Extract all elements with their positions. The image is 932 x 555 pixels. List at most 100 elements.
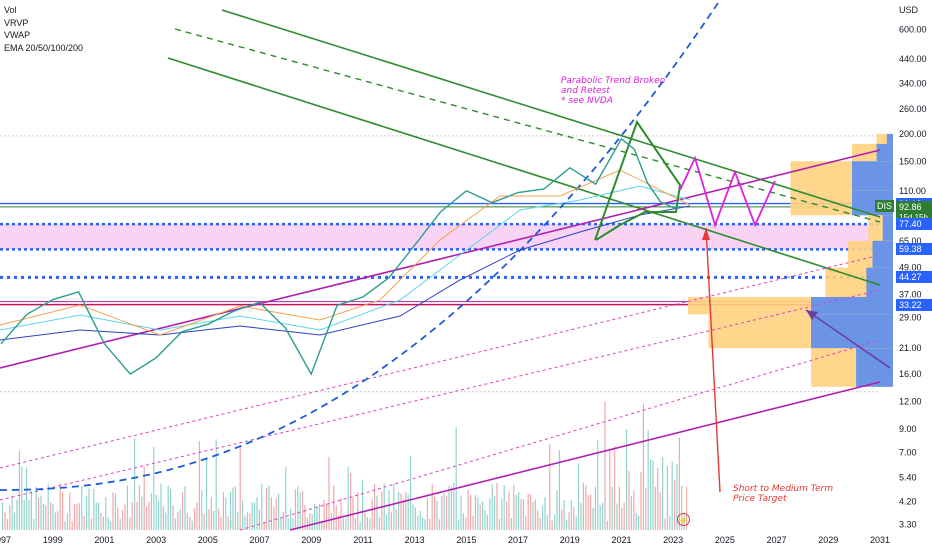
- volume-bar: [14, 512, 16, 530]
- volume-bar: [686, 486, 688, 530]
- volume-bar: [414, 507, 416, 530]
- volume-bar: [482, 501, 484, 530]
- x-tick-label: 2003: [146, 535, 166, 545]
- parabolic-annotation: Parabolic Trend Broken and Retest * see …: [561, 76, 665, 106]
- volume-bar: [530, 494, 532, 530]
- target-arrow-line: [705, 227, 721, 493]
- volume-bar: [647, 430, 649, 530]
- y-tick-label: 340.00: [899, 78, 927, 88]
- volume-bar: [554, 514, 556, 530]
- x-tick-label: 2025: [715, 535, 735, 545]
- flash-icon[interactable]: ⚡: [677, 513, 690, 526]
- indicator-vol[interactable]: Vol: [4, 5, 17, 15]
- volume-bar: [585, 485, 587, 530]
- volume-bar: [407, 494, 409, 530]
- volume-bar: [93, 488, 95, 530]
- volume-bar: [95, 502, 97, 530]
- volume-bar: [314, 503, 316, 530]
- volume-bar: [522, 499, 524, 530]
- volume-bar: [126, 485, 128, 530]
- volume-bar: [455, 427, 457, 530]
- volume-bar: [491, 484, 493, 530]
- volume-bar: [117, 507, 119, 530]
- volume-bar: [86, 495, 88, 530]
- volume-bar: [114, 493, 116, 530]
- volume-bar: [633, 491, 635, 530]
- volume-bar: [486, 514, 488, 530]
- volume-bar: [299, 492, 301, 530]
- volume-bar: [16, 499, 18, 530]
- volume-bar: [458, 519, 460, 530]
- volume-bar: [275, 498, 277, 530]
- volume-bar: [134, 438, 136, 530]
- volume-bar: [390, 512, 392, 530]
- price-tag-77.40: 77.40: [896, 218, 932, 231]
- volume-bar: [263, 521, 265, 530]
- y-tick-label: 150.00: [899, 156, 927, 166]
- volume-bar: [494, 495, 496, 530]
- volume-bar: [604, 401, 606, 530]
- vp-bar-blue-7: [811, 296, 893, 315]
- volume-bar: [395, 509, 397, 530]
- parabolic-annotation-line2: and Retest: [561, 86, 610, 96]
- volume-bar: [438, 519, 440, 530]
- volume-bar: [587, 495, 589, 530]
- volume-bar: [227, 516, 229, 530]
- green-projection: [594, 119, 682, 241]
- x-tick-label: 2007: [250, 535, 270, 545]
- volume-bar: [357, 492, 359, 530]
- volume-bar: [100, 512, 102, 530]
- volume-bar: [122, 509, 124, 530]
- currency-label: USD: [899, 5, 919, 15]
- target-annotation-line2: Price Target: [733, 494, 787, 504]
- volume-bar: [254, 502, 256, 530]
- volume-bar: [268, 485, 270, 530]
- indicator-ema[interactable]: EMA 20/50/100/200: [4, 42, 84, 53]
- vp-bar-blue-0: [886, 133, 893, 144]
- volume-bar: [568, 512, 570, 530]
- volume-bar: [165, 512, 167, 530]
- volume-bar: [479, 504, 481, 530]
- volume-bar: [323, 500, 325, 530]
- volume-bar: [158, 500, 160, 530]
- volume-bar: [234, 486, 236, 530]
- volume-bar: [465, 517, 467, 530]
- volume-bar: [52, 503, 54, 530]
- volume-bar: [150, 493, 152, 530]
- volume-bar: [532, 501, 534, 530]
- volume-bar: [436, 500, 438, 530]
- volume-bar: [153, 446, 155, 530]
- y-tick-label: 4.20: [899, 496, 917, 506]
- volume-bar: [191, 520, 193, 530]
- volume-bar: [419, 510, 421, 530]
- volume-bar: [441, 495, 443, 530]
- volume-bar: [520, 498, 522, 530]
- indicator-vwap[interactable]: VWAP: [4, 30, 31, 40]
- x-tick-label: 2005: [198, 535, 218, 545]
- volume-bar: [138, 485, 140, 530]
- volume-bar: [69, 492, 71, 530]
- magenta-projection: [679, 155, 776, 228]
- target-annotation-line1: Short to Medium Term: [733, 484, 834, 494]
- volume-bar: [338, 515, 340, 530]
- volume-bar: [477, 497, 479, 530]
- x-tick-label: 2009: [301, 535, 321, 545]
- volume-bar: [527, 493, 529, 530]
- volume-bar: [364, 512, 366, 530]
- volume-bar: [59, 483, 61, 530]
- volume-bar: [659, 492, 661, 530]
- volume-bar: [599, 505, 601, 530]
- indicator-legend: Vol VRVP VWAP EMA 20/50/100/200: [4, 4, 83, 54]
- price-tag-33.22: 33.22: [896, 298, 932, 311]
- volume-bar: [542, 505, 544, 530]
- volume-bar: [429, 518, 431, 530]
- indicator-vrvp[interactable]: VRVP: [4, 17, 29, 28]
- volume-bar: [273, 507, 275, 530]
- target-arrow-head: [702, 228, 710, 240]
- volume-bar: [378, 516, 380, 530]
- volume-bar: [573, 507, 575, 530]
- fan-dotted-1: [0, 254, 881, 469]
- y-tick-label: 65.00: [899, 236, 922, 246]
- volume-bar: [35, 486, 37, 530]
- volume-bar: [328, 456, 330, 530]
